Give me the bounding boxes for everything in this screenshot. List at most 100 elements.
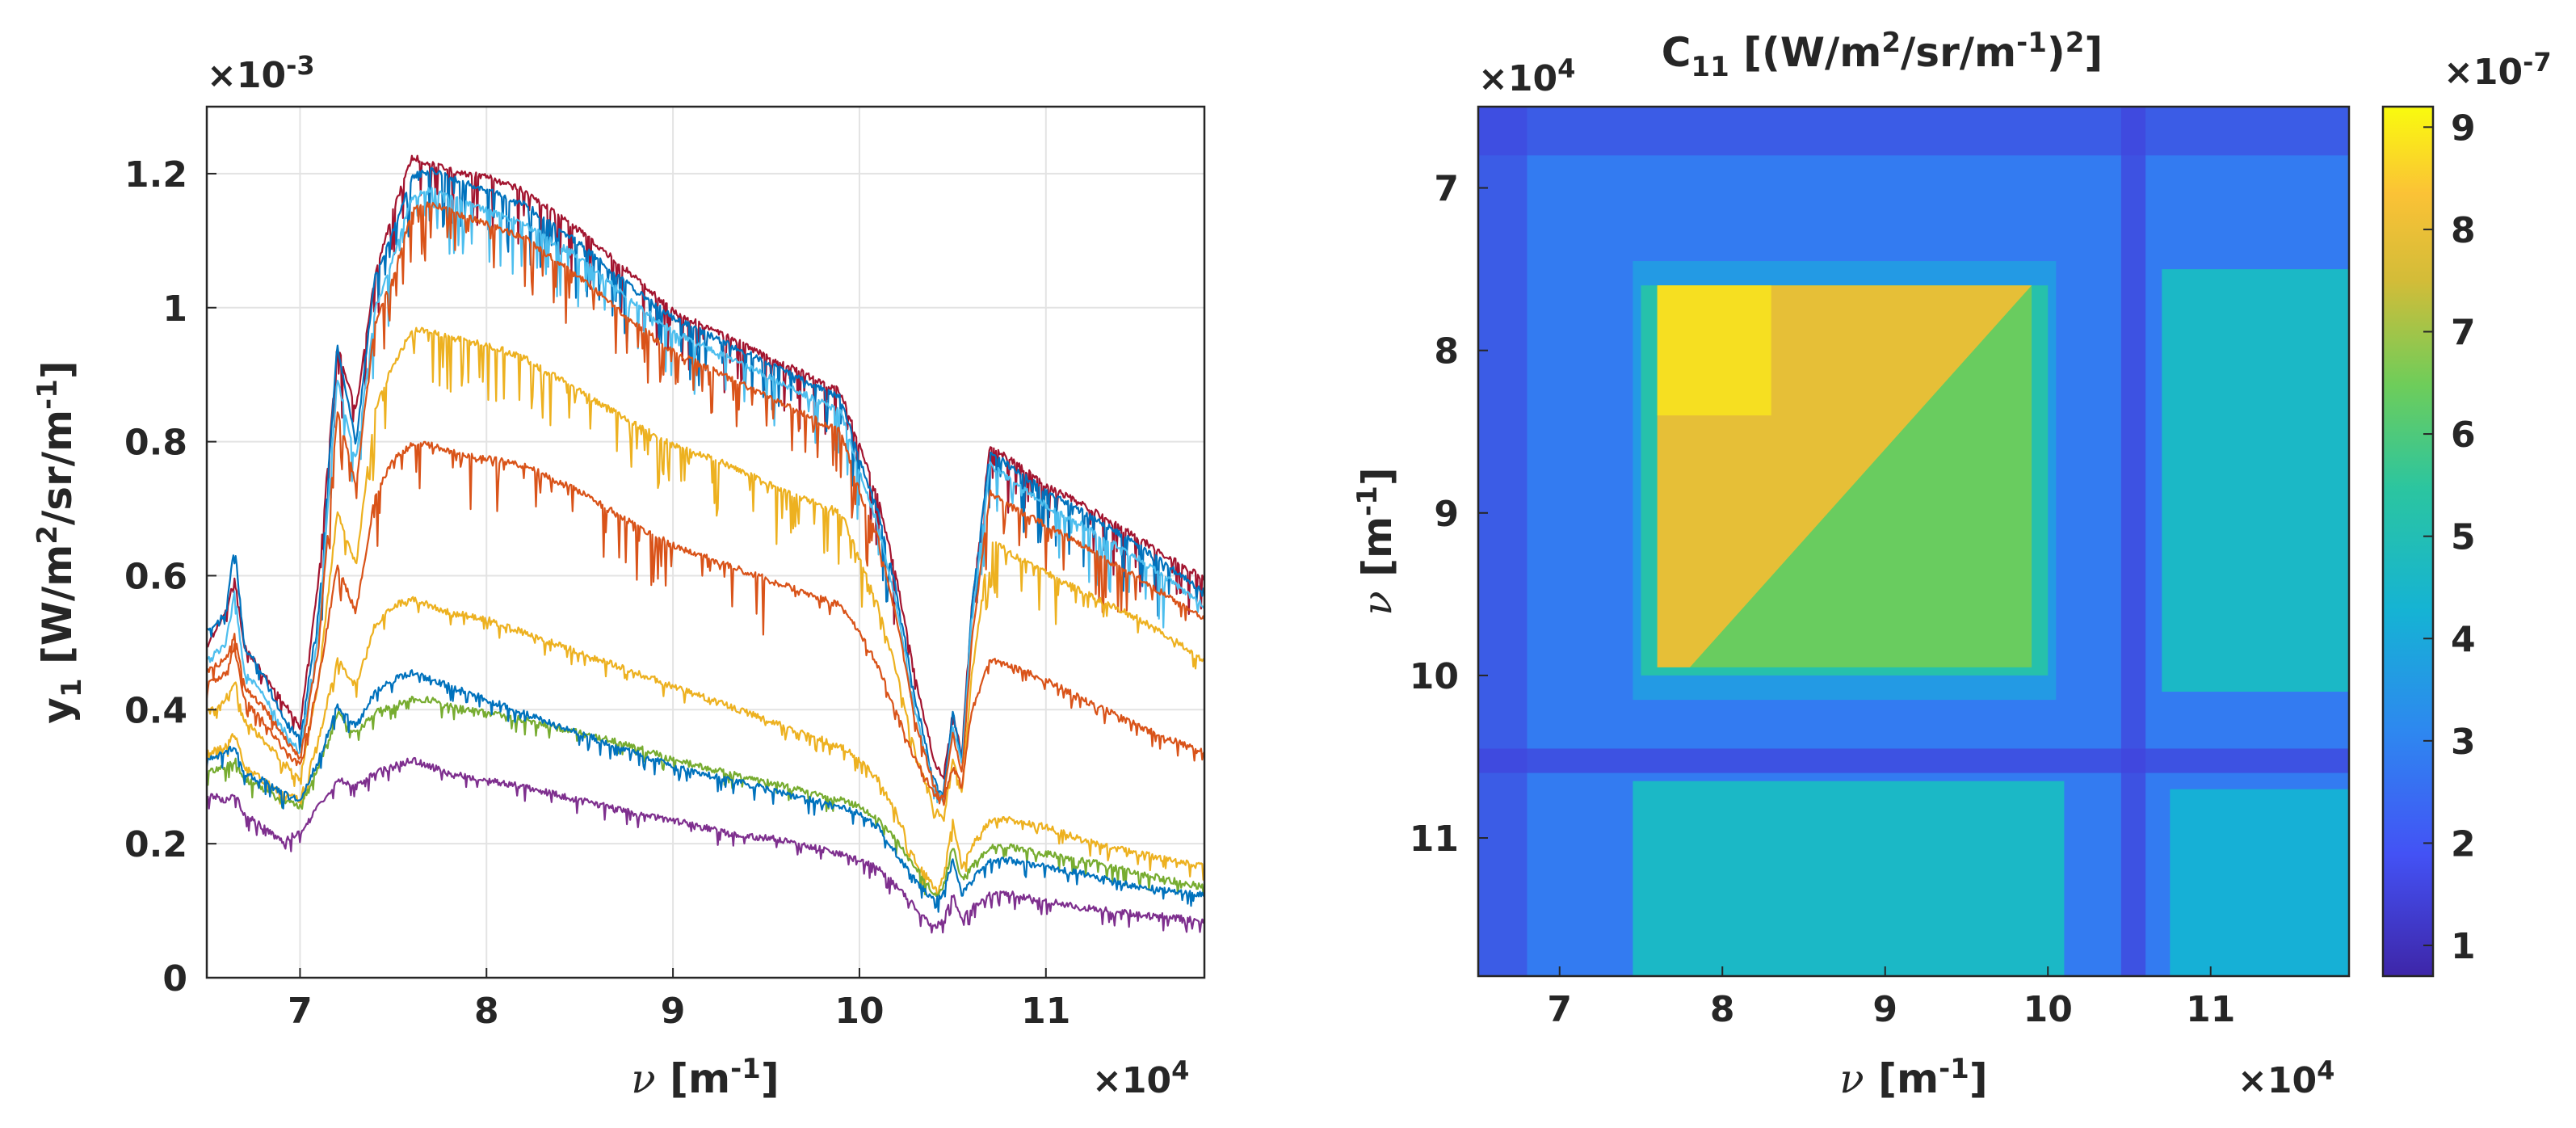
right-y-tick-label-10: 10 (1410, 656, 1459, 697)
right-y-label-nu: ν (1354, 591, 1401, 615)
right-y-tick-label-9: 9 (1434, 494, 1459, 535)
left-x-tick-label-10: 10 (834, 991, 884, 1032)
colorbar-ticks: 1 2 3 4 5 6 7 8 9 (2423, 107, 2476, 967)
colorbar-tick-label-9: 9 (2451, 107, 2476, 149)
left-y-label-sub: 1 (56, 678, 88, 697)
heatmap-peak (1657, 285, 1771, 416)
right-x-tick-label-10: 10 (2023, 989, 2073, 1030)
right-y-label-text: [m (1354, 516, 1401, 591)
heatmap-band-top (1478, 107, 2349, 156)
right-y-tick-label-11: 11 (1410, 819, 1459, 860)
left-y-label-sup: 2 (32, 525, 64, 545)
left-y-axis-label: y1 [W/m2/sr/m-1] (32, 360, 88, 723)
left-y-tick-label-2: 0.4 (124, 690, 187, 731)
right-title-mid2: /sr/m (1901, 29, 2016, 76)
right-title-sup3: 2 (2065, 27, 2085, 59)
heatmap-region-4 (2162, 269, 2349, 692)
right-title-sub: 11 (1691, 51, 1729, 83)
colorbar-tick-label-1: 1 (2451, 926, 2476, 967)
left-y-label-mid: [W/m (34, 545, 81, 679)
left-x-label-sup: -1 (730, 1053, 761, 1085)
series-line-purple (207, 756, 1204, 934)
right-ticks: 7 8 9 10 11 7 8 9 10 11 (1410, 169, 2236, 1030)
left-y-tick-label-6: 1.2 (124, 154, 187, 196)
right-x-tick-label-9: 9 (1872, 989, 1897, 1030)
right-y-multiplier-base: ×10 (1478, 58, 1557, 99)
right-x-multiplier-exp: 4 (2317, 1055, 2334, 1086)
right-y-label-end: ] (1354, 467, 1401, 486)
left-x-multiplier: ×104 (1092, 1055, 1189, 1101)
right-y-multiplier-exp: 4 (1557, 53, 1575, 84)
left-y-tick-label-0: 0 (162, 958, 187, 1000)
right-title-mid: [(W/m (1729, 29, 1882, 76)
left-axes-box (205, 105, 1206, 979)
left-y-multiplier: ×10-3 (207, 50, 315, 96)
heatmap-region-5 (1633, 781, 2065, 976)
left-y-label-sup2: -1 (32, 379, 64, 410)
series-line-yellow-upper (207, 326, 1204, 823)
right-x-label-nu: ν (1839, 1055, 1864, 1102)
left-x-label-text: [m (656, 1055, 730, 1102)
left-x-tick-label-7: 7 (288, 991, 313, 1032)
left-y-multiplier-base: ×10 (207, 55, 286, 96)
colorbar-tick-label-8: 8 (2451, 210, 2476, 251)
left-series (207, 154, 1204, 934)
left-x-multiplier-exp: 4 (1171, 1055, 1189, 1086)
colorbar-tick-label-4: 4 (2451, 619, 2476, 660)
left-y-tick-label-1: 0.2 (124, 824, 187, 865)
left-x-label-nu: ν (631, 1055, 655, 1102)
left-y-label-y: y (34, 697, 81, 724)
colorbar-tick-label-6: 6 (2451, 415, 2476, 456)
left-y-label-end: ] (34, 360, 81, 379)
right-title-sup: 2 (1881, 27, 1901, 59)
series-line-orange-lower (207, 440, 1204, 806)
series-line-orange-upper (207, 201, 1204, 805)
right-x-axis-label: ν [m-1] (1839, 1053, 1987, 1102)
right-y-tick-label-8: 8 (1434, 331, 1459, 372)
right-x-multiplier-base: ×10 (2238, 1060, 2317, 1101)
colorbar-multiplier: ×10-7 (2444, 47, 2552, 93)
series-line-dark-blue (207, 669, 1204, 913)
heatmap-region-6 (2170, 789, 2349, 976)
series-line-yellow-lower (207, 596, 1204, 897)
left-x-label-end: ] (761, 1055, 780, 1102)
right-x-label-end: ] (1969, 1055, 1988, 1102)
left-y-tick-label-4: 0.8 (124, 423, 187, 464)
left-ticks: 7 8 9 10 11 0 0.2 0.4 0.6 0.8 1 1.2 (124, 154, 1070, 1032)
right-x-tick-label-8: 8 (1710, 989, 1735, 1030)
heatmap-band-left (1478, 107, 1528, 976)
left-x-tick-label-9: 9 (661, 991, 686, 1032)
colorbar-tick-label-5: 5 (2451, 517, 2476, 558)
heatmap-band-horizontal (1478, 748, 2349, 773)
colorbar-multiplier-base: ×10 (2444, 52, 2523, 93)
series-line-green (207, 696, 1204, 897)
right-axes-box (1477, 105, 2351, 978)
left-y-tick-label-3: 0.6 (124, 556, 187, 597)
left-x-multiplier-base: ×10 (1092, 1060, 1171, 1101)
right-title-end2: ] (2084, 29, 2103, 76)
right-y-label-sup: -1 (1351, 486, 1384, 516)
colorbar-tick-label-2: 2 (2451, 823, 2476, 865)
right-title-sup2: -1 (2016, 27, 2047, 59)
right-title-c: C (1662, 29, 1691, 76)
right-x-multiplier: ×104 (2238, 1055, 2334, 1101)
right-y-axis-label: ν [m-1] (1351, 467, 1401, 615)
left-y-tick-label-5: 1 (162, 288, 187, 330)
right-x-tick-label-11: 11 (2186, 989, 2235, 1030)
right-x-label-text: [m (1864, 1055, 1939, 1102)
colorbar-tick-label-7: 7 (2451, 312, 2476, 353)
left-y-label-mid2: /sr/m (34, 410, 81, 525)
series-line-light-blue (207, 187, 1204, 804)
left-x-tick-label-8: 8 (474, 991, 499, 1032)
right-y-multiplier: ×104 (1478, 53, 1575, 99)
right-x-tick-label-7: 7 (1547, 989, 1572, 1030)
right-title: C11 [(W/m2/sr/m-1)2] (1662, 27, 2103, 83)
colorbar-multiplier-exp: -7 (2523, 47, 2552, 78)
left-x-axis-label: ν [m-1] (631, 1053, 779, 1102)
colorbar-tick-label-3: 3 (2451, 722, 2476, 763)
heatmap-band-vertical (2120, 107, 2146, 976)
right-y-tick-label-7: 7 (1434, 169, 1459, 210)
